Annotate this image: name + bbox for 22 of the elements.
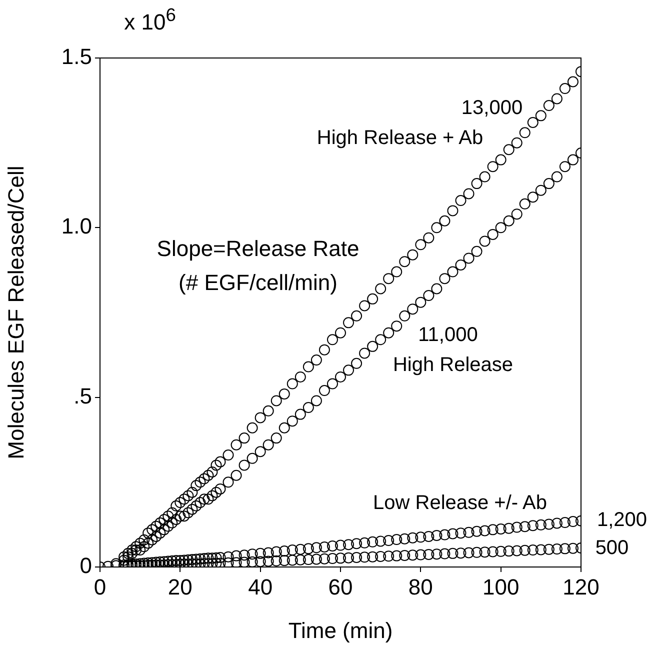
annotation: 11,000	[418, 324, 478, 346]
annotation: High Release	[392, 354, 514, 376]
annotation: 13,000	[461, 97, 523, 119]
x-tick-label: 40	[248, 574, 273, 600]
x-axis-title: Time (min)	[288, 618, 393, 643]
y-tick-label: .5	[74, 383, 92, 408]
annotation: Low Release +/- Ab	[373, 492, 547, 514]
annotation: High Release + Ab	[316, 127, 484, 149]
y-tick-label: 1.5	[61, 44, 92, 70]
x-tick-label: 20	[168, 574, 192, 600]
x-tick-label: 60	[328, 574, 353, 600]
text: x 10$^{6}$	[124, 4, 176, 35]
x-tick-label: 120	[562, 574, 600, 600]
y-axis-title: Molecules EGF Released/Cell	[3, 166, 28, 460]
text: 1,200	[596, 509, 648, 531]
x-tick-label: 80	[408, 574, 433, 600]
y-tick-label: 1.0	[61, 214, 92, 239]
annotation: (# EGF/cell/min)	[178, 270, 338, 296]
y-tick-label: 0	[80, 553, 92, 578]
x-tick-label: 100	[482, 574, 520, 600]
annotation: Slope=Release Rate	[156, 236, 360, 262]
text: 500	[595, 537, 629, 559]
